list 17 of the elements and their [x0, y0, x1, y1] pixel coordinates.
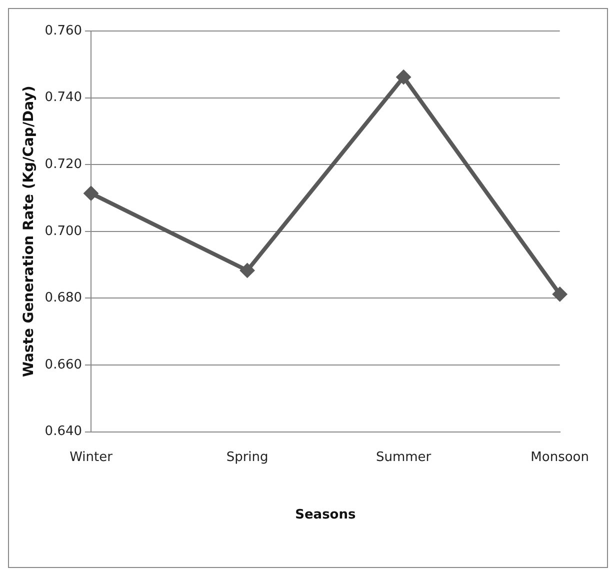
point — [396, 70, 412, 85]
y-tick-label: 0.740 — [44, 90, 82, 106]
x-tick-label: Summer — [376, 450, 432, 465]
y-tick-label: 0.760 — [44, 23, 82, 38]
x-tick-label: Winter — [70, 450, 114, 465]
point — [240, 262, 255, 278]
y-tick-label: 0.680 — [44, 290, 82, 306]
y-axis-title: Waste Generation Rate (Kg/Cap/Day) — [21, 86, 38, 378]
y-tick-label: 0.660 — [44, 357, 82, 372]
y-tick-label: 0.720 — [44, 156, 82, 172]
y-tick-label: 0.700 — [44, 224, 82, 239]
y-tick-label: 0.640 — [44, 424, 82, 440]
point — [84, 186, 99, 201]
x-axis-title: Seasons — [295, 508, 356, 523]
x-tick-label: Spring — [226, 450, 268, 465]
point — [552, 286, 568, 302]
x-tick-label: Monsoon — [530, 450, 590, 465]
